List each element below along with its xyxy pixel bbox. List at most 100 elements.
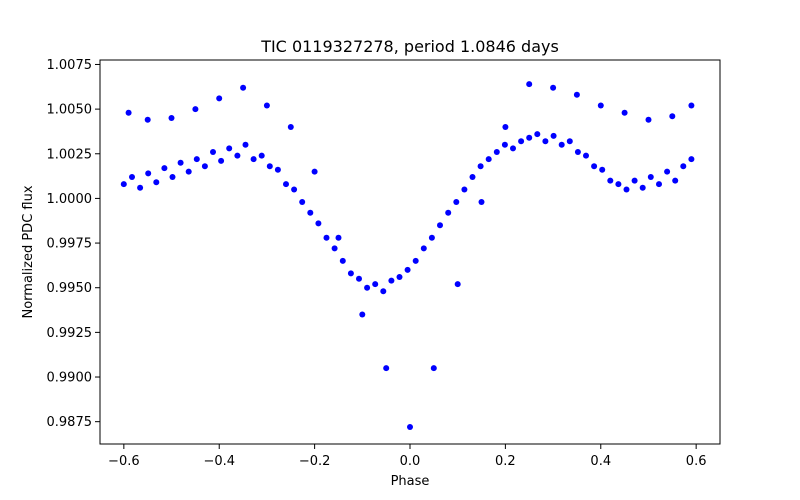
data-point (477, 163, 484, 170)
data-point (680, 163, 687, 170)
data-point (645, 116, 652, 123)
y-tick-label: 0.9950 (47, 281, 93, 296)
data-point (430, 365, 437, 372)
data-point (169, 174, 176, 180)
data-point (454, 281, 461, 288)
data-point (550, 132, 557, 139)
y-tick-label: 1.0075 (47, 58, 93, 73)
data-point (311, 168, 318, 175)
data-point (299, 199, 306, 205)
x-tick-label: −0.6 (108, 454, 140, 469)
x-tick-label: 0.2 (495, 454, 516, 469)
data-point (339, 257, 346, 264)
data-point (493, 149, 500, 155)
data-point (526, 81, 533, 88)
data-point (177, 159, 184, 166)
data-point (216, 95, 223, 102)
data-point (364, 284, 371, 291)
data-point (153, 179, 160, 186)
data-point (566, 138, 573, 145)
data-point (404, 266, 411, 273)
data-point (185, 168, 192, 175)
data-point (307, 209, 314, 216)
data-point (607, 177, 614, 184)
data-point (669, 113, 676, 120)
data-point (137, 184, 144, 191)
data-point (461, 186, 468, 193)
x-tick-label: 0.4 (590, 454, 611, 469)
data-point (291, 186, 298, 193)
data-point (234, 152, 241, 159)
data-point (210, 149, 216, 155)
data-point (639, 184, 646, 191)
data-point (623, 186, 630, 193)
data-point (534, 131, 541, 138)
x-tick-label: 0.6 (686, 454, 707, 469)
data-point (574, 149, 581, 155)
data-point (573, 91, 580, 98)
data-point (647, 174, 654, 180)
x-tick-label: −0.4 (203, 454, 235, 469)
data-point (591, 163, 598, 170)
data-point (372, 281, 379, 288)
data-point (437, 222, 443, 229)
data-point (250, 156, 257, 163)
data-point (664, 168, 671, 175)
data-point (347, 270, 354, 277)
data-point (201, 163, 208, 170)
data-point (485, 156, 492, 163)
data-point (688, 156, 695, 163)
x-tick-label: 0.0 (400, 454, 421, 469)
data-point (192, 106, 199, 113)
data-point (672, 177, 679, 184)
data-points (120, 81, 695, 430)
data-point (478, 199, 485, 205)
x-axis-title: Phase (391, 474, 430, 489)
data-point (469, 174, 476, 180)
data-point (558, 141, 565, 148)
data-point (518, 138, 525, 145)
y-tick-label: 0.9875 (47, 415, 93, 430)
data-point (396, 274, 403, 280)
data-point (428, 234, 435, 241)
y-tick-label: 0.9900 (47, 371, 93, 386)
data-point (193, 156, 200, 163)
data-point (502, 124, 509, 130)
x-axis-ticks: −0.6 −0.4 −0.2 0.0 0.2 0.4 0.6 (108, 444, 706, 469)
y-tick-label: 0.9975 (47, 237, 93, 252)
data-point (420, 245, 427, 252)
data-point (388, 277, 395, 284)
data-point (266, 163, 273, 170)
data-point (168, 115, 175, 121)
data-point (263, 102, 270, 109)
data-point (407, 424, 413, 430)
data-point (383, 365, 390, 372)
data-point (315, 220, 322, 227)
y-tick-label: 1.0050 (47, 103, 93, 118)
data-point (550, 84, 557, 91)
data-point (526, 134, 533, 141)
data-point (453, 199, 460, 205)
data-point (226, 145, 233, 152)
y-tick-label: 0.9925 (47, 326, 93, 341)
data-point (274, 166, 281, 173)
data-point (125, 109, 132, 116)
data-point (144, 116, 151, 123)
data-point (380, 288, 387, 295)
chart-title: TIC 0119327278, period 1.0846 days (260, 37, 559, 56)
data-point (510, 145, 516, 152)
data-point (599, 166, 606, 173)
data-point (359, 311, 366, 318)
data-point (631, 177, 638, 184)
data-point (501, 141, 508, 148)
data-point (323, 234, 330, 241)
data-point (120, 181, 127, 188)
x-tick-label: −0.2 (299, 454, 331, 469)
data-point (688, 102, 695, 109)
data-point (542, 138, 549, 145)
y-tick-label: 1.0000 (47, 192, 93, 207)
data-point (242, 141, 249, 148)
data-point (129, 174, 135, 180)
data-point (145, 170, 152, 177)
